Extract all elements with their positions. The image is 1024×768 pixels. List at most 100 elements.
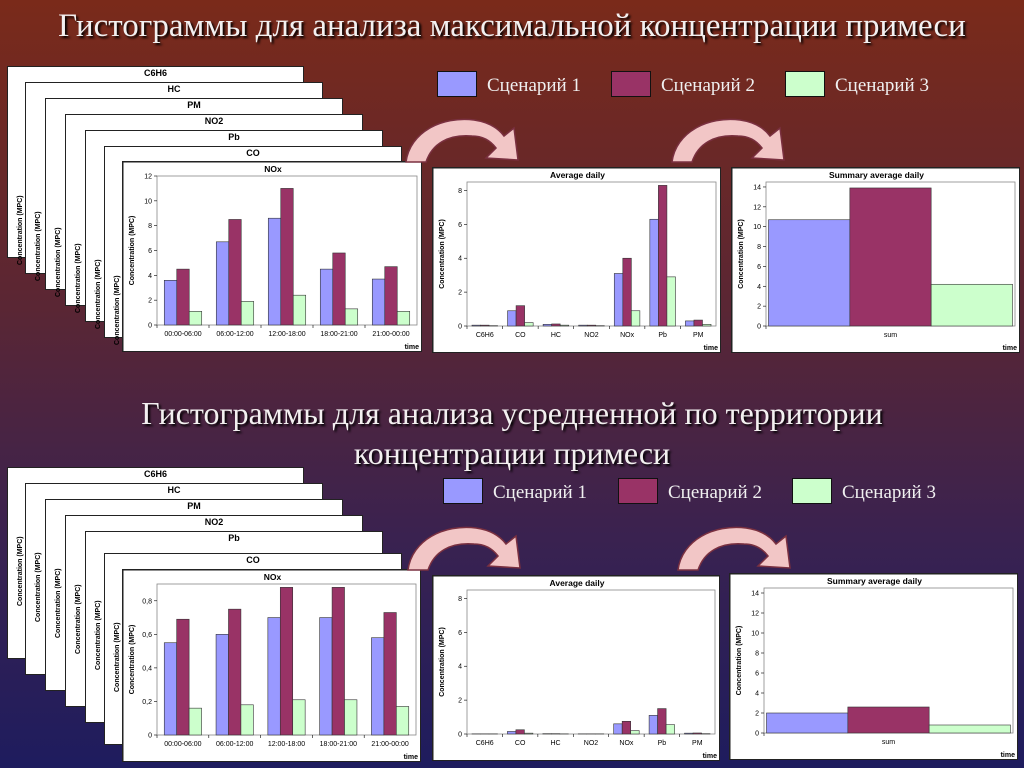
bar [471,324,481,327]
chart-title: Average daily [550,170,605,180]
y-tick-label: 8 [458,188,462,195]
bar [371,637,385,736]
legend-label-scenario1: Сценарий 1 [487,75,581,96]
x-tick-label: CO [515,332,526,339]
x-axis-label: time [1001,752,1016,759]
bar [666,276,676,327]
bar [240,704,254,736]
bar [163,642,177,736]
x-tick-label: PM [692,740,703,747]
x-tick-label: PM [693,332,704,339]
bar [319,617,333,736]
chart-top-summary-average-daily[interactable]: Summary average daily 0 2 4 6 8 10 12 14 Concentr… [731,167,1020,353]
y-axis-label: Concentration (MPC) [17,195,24,265]
bar [267,617,281,736]
x-tick-label: 06:00-12:00 [216,331,253,338]
x-axis-label: time [704,345,719,352]
bar [621,720,631,735]
bar [396,311,411,326]
bar [163,280,178,326]
bar [280,188,294,326]
plot-area [466,589,716,735]
chart-top-nox[interactable]: NOx 0 2 4 6 8 10 12 Concentration (MPC) time 00:00… [122,161,422,352]
bar [702,324,712,327]
bar [332,252,346,326]
x-tick-label: 18:00-21:00 [320,741,357,748]
legend-label-scenario2: Сценарий 2 [668,482,762,503]
y-tick-label: 14 [753,184,761,191]
y-axis-label: Concentration (MPC) [129,216,136,286]
bar [649,218,659,327]
x-tick-label: C6H6 [476,740,494,747]
bar [930,283,1013,327]
y-tick-label: 2 [757,304,761,311]
x-tick-label: 06:00-12:00 [216,741,253,748]
x-tick-label: Pb [658,332,667,339]
bar [768,219,851,327]
bar [240,301,255,326]
bar [396,706,410,736]
x-tick-label: 12:00-18:00 [268,741,305,748]
curved-arrow-icon [407,526,521,571]
bar [228,219,242,326]
bar [480,324,490,327]
bottom-heading: Гистограммы для анализа усредненной по т… [0,393,1024,473]
y-tick-label: 6 [148,248,152,255]
x-tick-label: Pb [658,740,667,747]
stack-card-title: HC [167,485,181,495]
x-tick-label: 00:00-06:00 [164,331,201,338]
x-tick-label: NOx [620,332,635,339]
bar [613,273,624,327]
x-tick-label: NO2 [584,332,599,339]
y-tick-label: 0,8 [142,598,152,605]
y-axis-label: Concentration (MPC) [75,584,82,654]
stack-card-title: PM [187,100,201,110]
x-tick-label: NOx [619,740,634,747]
stack-card-title: C6H6 [143,469,167,479]
y-tick-label: 0 [458,324,462,331]
bar [657,708,667,735]
bar [215,634,229,736]
bar [292,294,307,326]
bar [630,730,640,735]
bar [383,612,397,736]
legend-label-scenario3: Сценарий 3 [842,482,936,503]
y-tick-label: 8 [757,244,761,251]
x-tick-label: sum [882,739,895,746]
chart-bottom-nox[interactable]: NOx 0 0,2 0,4 0,6 0,8 Concentration (MPC) time 0… [122,569,421,762]
stack-card-title: NO2 [204,517,224,527]
x-tick-label: 21:00-00:00 [372,331,409,338]
y-tick-label: 0,2 [142,699,152,706]
plot-area [466,181,717,327]
legend-label-scenario3: Сценарий 3 [835,75,929,96]
y-tick-label: 6 [757,264,761,271]
y-tick-label: 6 [458,630,462,637]
bar [586,324,597,327]
y-tick-label: 0 [755,731,759,738]
chart-bottom-summary-average-daily[interactable]: Summary average daily 0 2 4 6 8 10 12 14 Concentr… [729,573,1018,760]
bar [692,732,702,735]
bar [658,185,668,327]
bar [384,266,398,326]
stack-card-title: Pb [228,533,240,543]
bar [849,187,932,327]
bar [928,724,1011,734]
legend-label-scenario2: Сценарий 2 [661,75,755,96]
x-tick-label: CO [515,740,526,747]
y-axis-label: Concentration (MPC) [439,627,446,697]
x-axis-label: time [405,344,420,351]
bar [551,323,561,327]
chart-top-average-daily[interactable]: Average daily 0 2 4 6 8 Concentration (MPC) tim… [432,167,721,353]
y-tick-label: 6 [755,671,759,678]
bar [215,241,230,326]
legend-swatch-scenario1 [437,71,477,97]
y-axis-label: Concentration (MPC) [55,568,62,638]
y-axis-label: Concentration (MPC) [55,227,62,297]
y-axis-label: Concentration (MPC) [129,625,136,695]
y-tick-label: 0,4 [142,665,152,672]
y-tick-label: 2 [148,298,152,305]
chart-bottom-average-daily[interactable]: Average daily 0 2 4 6 8 Concentration (MPC) tim… [432,575,720,761]
curved-arrow-icon [677,526,791,571]
bar [188,311,203,326]
bar [684,732,694,735]
